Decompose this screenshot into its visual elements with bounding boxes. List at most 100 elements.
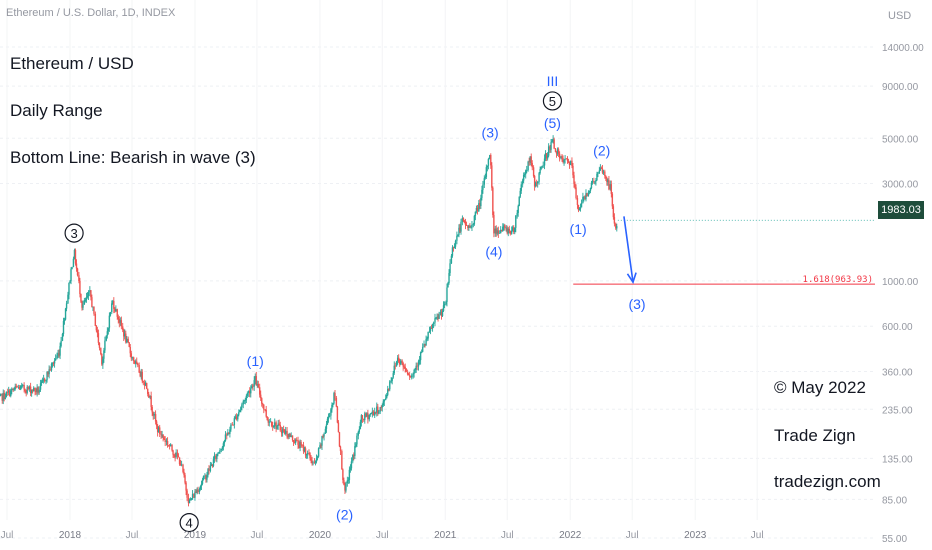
candle-body: [473, 215, 476, 225]
candle-body: [589, 188, 592, 191]
candle-body: [611, 193, 614, 207]
candle-body: [78, 275, 80, 282]
candle-body: [104, 340, 106, 351]
wave-circle: [179, 512, 199, 533]
candle-body: [604, 171, 606, 176]
candle-body: [222, 443, 225, 448]
candle-body: [510, 230, 513, 234]
candle-body: [483, 178, 485, 185]
candle-body: [418, 360, 421, 362]
candle-body: [546, 155, 549, 159]
candle-body: [529, 156, 531, 163]
candle-body: [440, 312, 443, 316]
website-link[interactable]: tradezign.com: [774, 472, 881, 491]
candle-body: [367, 413, 369, 420]
candle-body: [295, 439, 298, 441]
candle-body: [109, 312, 112, 316]
candle-body: [46, 372, 48, 381]
candle-body: [71, 266, 73, 270]
candle-body: [61, 333, 64, 341]
candle-body: [384, 398, 387, 400]
candle-body: [14, 386, 16, 390]
candle-body: [283, 429, 286, 434]
candle-body: [302, 445, 305, 452]
candle-body: [43, 378, 46, 382]
candle-body: [602, 171, 605, 173]
time-tick-label: Jul: [501, 530, 514, 541]
fib-extension: 1.618(963.93): [573, 275, 875, 285]
candle-body: [545, 153, 548, 159]
candle-body: [538, 173, 540, 182]
candle-body: [441, 310, 444, 316]
candle-body: [120, 320, 123, 327]
candle-body: [326, 418, 329, 425]
candle-body: [430, 328, 433, 329]
candle-body: [579, 207, 582, 209]
candle-body: [262, 403, 264, 405]
candle-body: [556, 149, 559, 154]
candle-body: [428, 330, 431, 332]
candle-body: [591, 180, 594, 183]
candle-body: [375, 411, 377, 413]
candle-body: [4, 397, 6, 400]
candle-body: [37, 387, 39, 393]
candle-body: [38, 389, 40, 393]
candle-body: [574, 183, 576, 188]
candle-body: [407, 374, 410, 376]
candle-body: [35, 390, 37, 393]
candle-body: [238, 412, 240, 415]
wave-labels: 3 4 (1) (2) (3) (4) (5) 5 III (1) (2) (3): [64, 73, 646, 533]
candle-body: [152, 412, 154, 416]
candle-body: [447, 282, 449, 288]
candle-body: [449, 263, 451, 274]
candle-body: [448, 273, 450, 283]
candle-body: [389, 381, 391, 390]
candle-body: [149, 395, 151, 398]
candle-body: [165, 441, 168, 442]
candle-body: [115, 309, 117, 312]
candle-body: [159, 427, 161, 434]
wave-circle: [542, 91, 563, 111]
candle-body: [513, 227, 515, 232]
price-axis[interactable]: 55.00 85.00 135.00 235.00 360.00 600.00 1000.0…: [882, 43, 924, 545]
candle-body: [610, 184, 613, 194]
candle-body: [534, 182, 537, 187]
candle-body: [471, 224, 473, 228]
candle-body: [40, 381, 43, 384]
candle-body: [366, 413, 368, 417]
candle-body: [216, 453, 218, 459]
candle-body: [345, 483, 347, 491]
candle-body: [569, 160, 572, 166]
candle-body: [530, 156, 532, 164]
candle-body: [62, 321, 65, 334]
candle-body: [429, 328, 432, 331]
candle-body: [332, 403, 334, 405]
candle-body: [405, 368, 407, 372]
candle-body: [549, 146, 551, 150]
candle-body: [364, 413, 366, 421]
candle-body: [171, 444, 173, 451]
arrow-shaft: [623, 216, 634, 283]
candle-body: [320, 445, 322, 447]
candle-body: [6, 391, 9, 393]
candle-body: [322, 436, 324, 437]
candle-body: [485, 167, 488, 177]
candle-body: [413, 370, 415, 374]
candle-body: [334, 393, 336, 398]
price-tick-label: 5000.00: [882, 134, 919, 145]
candle-body: [292, 440, 295, 443]
time-tick-label: Jul: [751, 530, 764, 541]
wave-label-roman: III: [547, 73, 559, 89]
candle-body: [341, 451, 343, 470]
candle-body: [232, 424, 235, 426]
candle-body: [76, 268, 79, 276]
candle-body: [210, 464, 213, 466]
time-axis[interactable]: Jul 2018 Jul 2019 Jul 2020 Jul 2021 Jul 2022 Jul 20…: [1, 530, 764, 541]
candle-body: [18, 387, 21, 390]
candle-body: [435, 317, 437, 319]
candle-body: [107, 328, 110, 332]
candle-body: [217, 453, 219, 455]
candle-body: [313, 462, 316, 464]
candle-body: [156, 425, 159, 433]
